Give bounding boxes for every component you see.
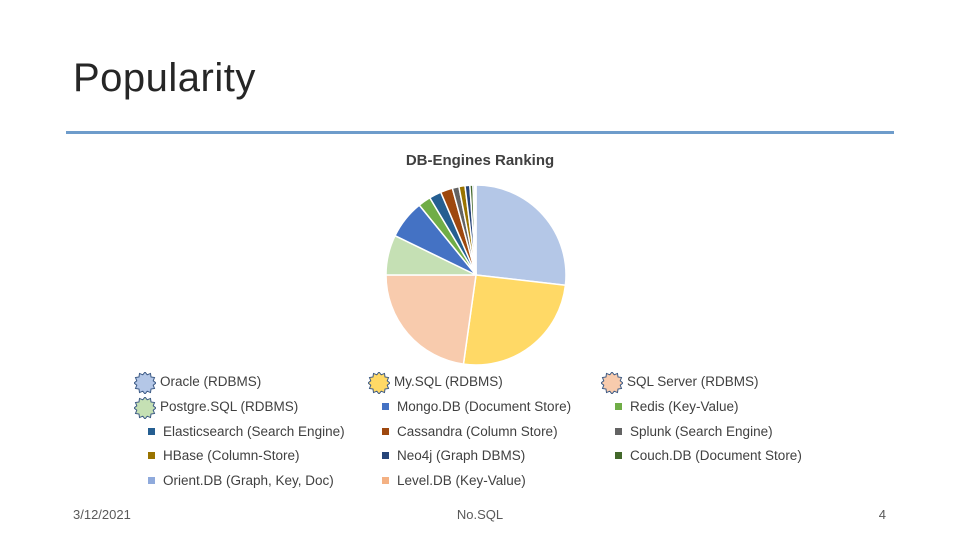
legend-item: Elasticsearch (Search Engine) [148, 424, 345, 439]
legend-label: Redis (Key-Value) [630, 399, 739, 414]
legend-swatch [382, 403, 389, 410]
legend-swatch [148, 428, 155, 435]
legend-swatch [382, 428, 389, 435]
legend-swatch [382, 477, 389, 484]
chart-title: DB-Engines Ranking [405, 152, 555, 169]
legend-label: HBase (Column-Store) [163, 448, 300, 463]
legend-swatch [382, 452, 389, 459]
legend-item: Splunk (Search Engine) [615, 424, 773, 439]
legend-item: Couch.DB (Document Store) [615, 448, 802, 463]
legend-label: Oracle (RDBMS) [160, 374, 262, 389]
legend-swatch [615, 403, 622, 410]
legend-label: My.SQL (RDBMS) [394, 374, 503, 389]
slide-footer: No.SQL [456, 507, 504, 522]
legend-item: Level.DB (Key-Value) [382, 473, 526, 488]
legend-label: Splunk (Search Engine) [630, 424, 773, 439]
pie-slice-oracle-rdbms [475, 184, 567, 287]
legend-item: Neo4j (Graph DBMS) [382, 448, 525, 463]
slide-date: 3/12/2021 [73, 507, 131, 522]
legend-item: Mongo.DB (Document Store) [382, 399, 571, 414]
legend-label: Cassandra (Column Store) [397, 424, 558, 439]
legend-item: HBase (Column-Store) [148, 448, 300, 463]
legend-item: Oracle (RDBMS) [134, 372, 262, 394]
legend-swatch [148, 452, 155, 459]
legend-marker-badge-icon [368, 372, 390, 394]
legend-item: Orient.DB (Graph, Key, Doc) [148, 473, 334, 488]
pie-slice-my-sql-rdbms [462, 274, 567, 366]
legend-item: My.SQL (RDBMS) [368, 372, 503, 394]
legend-swatch [615, 428, 622, 435]
page-number: 4 [878, 507, 886, 522]
legend-label: Neo4j (Graph DBMS) [397, 448, 526, 463]
legend-swatch [148, 477, 155, 484]
legend-label: Level.DB (Key-Value) [397, 473, 526, 488]
legend-marker-badge-icon [134, 397, 156, 419]
pie-slice-level-db-key-value [474, 184, 477, 276]
legend-label: Mongo.DB (Document Store) [397, 399, 572, 414]
legend-label: Postgre.SQL (RDBMS) [160, 399, 299, 414]
legend-marker-badge-icon [134, 372, 156, 394]
pie-slice-sql-server-rdbms [385, 274, 477, 365]
legend-item: Cassandra (Column Store) [382, 424, 558, 439]
legend-item: Redis (Key-Value) [615, 399, 739, 414]
legend-label: Elasticsearch (Search Engine) [163, 424, 345, 439]
legend-item: Postgre.SQL (RDBMS) [134, 397, 299, 419]
legend-label: Couch.DB (Document Store) [630, 448, 802, 463]
pie-chart [385, 184, 567, 366]
legend-marker-badge-icon [601, 372, 623, 394]
legend-label: Orient.DB (Graph, Key, Doc) [163, 473, 334, 488]
legend-item: SQL Server (RDBMS) [601, 372, 759, 394]
legend-label: SQL Server (RDBMS) [627, 374, 759, 389]
legend-swatch [615, 452, 622, 459]
title-divider [66, 131, 894, 134]
slide-title: Popularity [73, 56, 256, 100]
